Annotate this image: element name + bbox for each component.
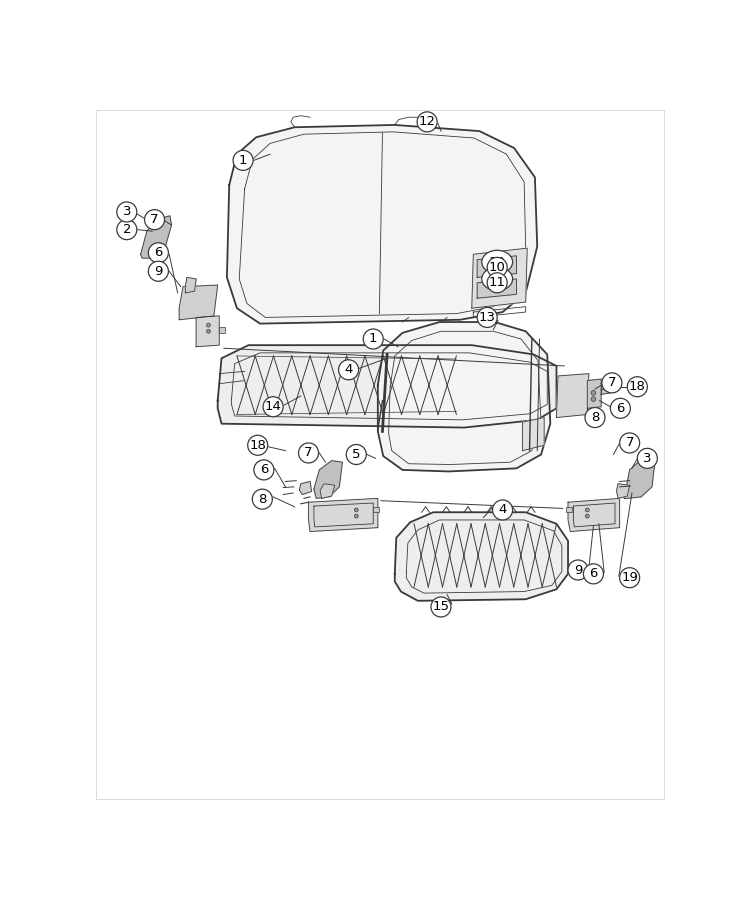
Polygon shape [185,277,196,292]
Text: 6: 6 [259,464,268,476]
Polygon shape [588,379,601,409]
Circle shape [591,391,596,395]
Circle shape [346,445,366,464]
Ellipse shape [482,250,513,274]
Polygon shape [568,499,619,532]
Circle shape [611,399,631,418]
Text: 5: 5 [352,448,361,461]
Text: 14: 14 [265,400,282,413]
Polygon shape [472,248,527,308]
Circle shape [619,568,639,588]
Circle shape [431,597,451,617]
Circle shape [299,443,319,463]
Polygon shape [320,484,335,499]
Polygon shape [378,322,551,472]
Polygon shape [308,499,378,532]
Circle shape [585,514,589,518]
Circle shape [354,508,358,512]
Text: 9: 9 [574,563,582,577]
Text: 19: 19 [621,572,638,584]
Circle shape [591,397,596,401]
Circle shape [148,261,168,281]
Polygon shape [141,216,171,258]
Circle shape [487,257,507,277]
Text: 8: 8 [591,411,599,424]
Circle shape [477,308,497,328]
Circle shape [637,448,657,468]
Text: 9: 9 [154,265,162,278]
Polygon shape [617,484,630,499]
Text: 11: 11 [488,276,505,289]
Text: 10: 10 [489,261,505,274]
Circle shape [487,273,507,292]
Polygon shape [522,418,544,451]
Text: 12: 12 [419,115,436,129]
Text: 3: 3 [643,452,651,464]
Text: 10: 10 [489,256,505,268]
Polygon shape [299,482,312,494]
Circle shape [253,490,273,509]
Circle shape [585,508,589,512]
Circle shape [247,436,268,455]
Circle shape [493,500,513,520]
Polygon shape [196,316,219,346]
Text: 1: 1 [369,332,377,346]
Circle shape [568,560,588,580]
Circle shape [263,397,283,417]
Circle shape [585,408,605,427]
Polygon shape [227,125,537,324]
Bar [373,507,379,512]
Circle shape [619,433,639,453]
Text: 6: 6 [617,401,625,415]
Text: 4: 4 [499,503,507,517]
Polygon shape [601,377,612,394]
Text: 7: 7 [150,213,159,226]
Bar [565,507,572,512]
Text: 3: 3 [122,205,131,219]
Text: 11: 11 [488,273,505,285]
Bar [219,328,225,333]
Circle shape [144,210,165,230]
Circle shape [628,377,648,397]
Circle shape [148,243,168,263]
Text: 8: 8 [258,492,267,506]
Polygon shape [314,461,342,499]
Polygon shape [179,285,218,320]
Ellipse shape [482,267,513,291]
Circle shape [207,329,210,333]
Polygon shape [556,374,589,418]
Circle shape [354,514,358,518]
Circle shape [117,220,137,239]
Text: 4: 4 [345,364,353,376]
Text: 6: 6 [589,567,598,580]
Circle shape [417,112,437,132]
Text: 7: 7 [608,376,617,390]
Text: 2: 2 [122,223,131,236]
Polygon shape [624,458,655,499]
Circle shape [602,373,622,393]
Text: 15: 15 [433,600,450,614]
Polygon shape [218,346,556,428]
Text: 18: 18 [249,439,266,452]
Text: 18: 18 [629,380,645,393]
Circle shape [363,329,383,349]
Circle shape [233,150,253,170]
Text: 7: 7 [305,446,313,460]
Circle shape [207,323,210,327]
Circle shape [117,202,137,222]
Circle shape [583,563,603,584]
Circle shape [339,360,359,380]
Circle shape [254,460,274,480]
Polygon shape [477,256,516,277]
Text: 6: 6 [154,247,162,259]
Polygon shape [477,279,516,298]
Polygon shape [395,512,568,601]
Text: 13: 13 [479,310,496,324]
Text: 1: 1 [239,154,247,166]
Text: 7: 7 [625,436,634,449]
